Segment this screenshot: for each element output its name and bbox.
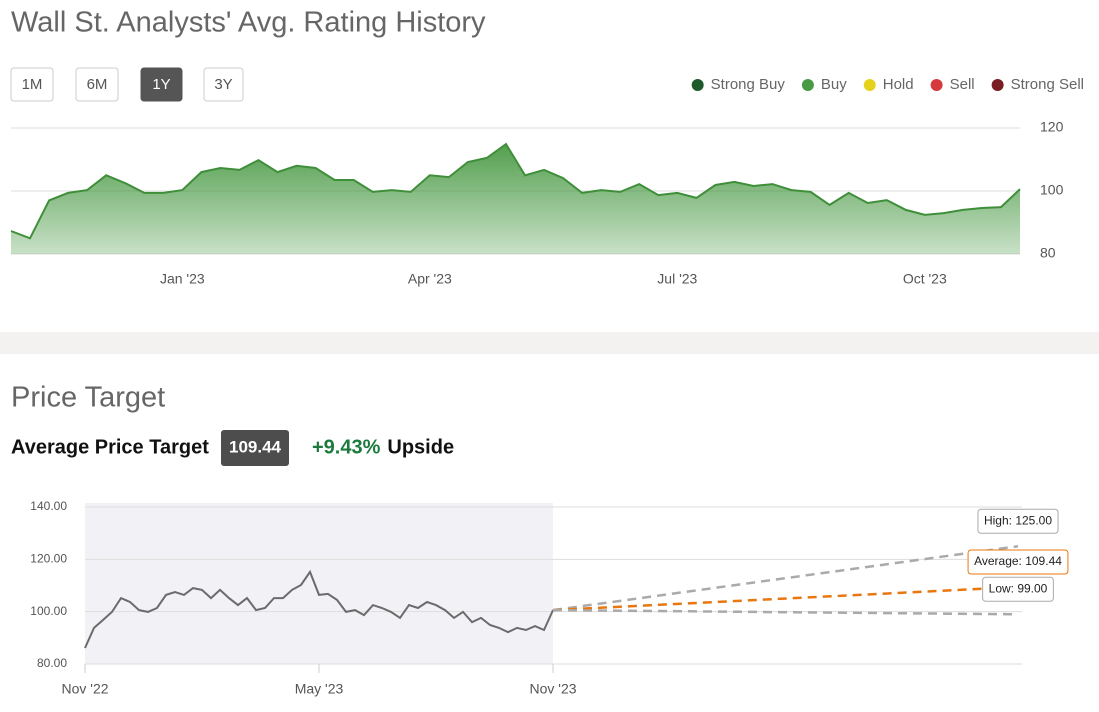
legend-swatch <box>691 79 704 91</box>
range-button[interactable] <box>140 67 183 102</box>
x-tick-label: Apr '23 <box>408 271 452 287</box>
range-button-label[interactable]: 1M <box>22 76 43 93</box>
target-label: High: 125.00 <box>984 513 1052 527</box>
avg-target-value: 109.44 <box>229 437 282 456</box>
rating-title: Wall St. Analysts' Avg. Rating History <box>11 7 486 39</box>
x-tick-label: Jul '23 <box>657 271 697 287</box>
section-divider <box>0 332 1099 354</box>
history-shade <box>85 503 553 664</box>
target-label-box <box>982 576 1054 602</box>
y-tick-label: 120.00 <box>30 552 67 566</box>
target-line <box>552 585 1019 612</box>
y-tick-label: 100 <box>1040 182 1064 198</box>
upside-value: +9.43% <box>312 436 381 458</box>
x-tick-label: May '23 <box>295 681 344 697</box>
legend-swatch <box>801 79 814 91</box>
y-tick-label: 100.00 <box>30 604 67 618</box>
rating-line <box>10 142 1021 240</box>
range-button[interactable] <box>75 67 119 102</box>
price-target-title: Price Target <box>11 382 165 414</box>
x-tick-label: Jan '23 <box>160 271 205 287</box>
legend-swatch <box>930 79 943 91</box>
avg-target-label: Average Price Target <box>11 436 209 458</box>
upside-label: Upside <box>387 436 454 458</box>
target-label: Low: 99.00 <box>989 581 1048 595</box>
legend-swatch <box>991 79 1004 91</box>
target-label-box <box>967 549 1069 575</box>
range-button-label[interactable]: 3Y <box>214 76 232 93</box>
range-button-label[interactable]: 6M <box>87 76 108 93</box>
target-line <box>552 545 1019 612</box>
target-label: Average: 109.44 <box>974 554 1062 568</box>
y-tick-label: 120 <box>1040 119 1064 135</box>
price-line <box>84 569 554 649</box>
y-tick-label: 80.00 <box>37 656 67 670</box>
legend-swatch <box>863 79 876 91</box>
x-tick-label: Nov '22 <box>61 681 108 697</box>
range-button-label[interactable]: 1Y <box>152 76 170 93</box>
rating-area <box>11 144 1020 254</box>
y-tick-label: 80 <box>1040 245 1056 261</box>
range-button[interactable] <box>10 67 54 102</box>
y-tick-label: 140.00 <box>30 499 67 513</box>
legend-label: Strong Buy <box>711 76 786 93</box>
x-tick-label: Oct '23 <box>903 271 947 287</box>
target-line <box>552 608 1019 616</box>
legend-label: Buy <box>821 76 847 93</box>
legend-label: Sell <box>950 76 975 93</box>
legend-label: Hold <box>883 76 914 93</box>
x-tick-label: Nov '23 <box>529 681 576 697</box>
target-label-box <box>977 508 1059 534</box>
legend-label: Strong Sell <box>1011 76 1084 93</box>
range-button[interactable] <box>203 67 244 102</box>
avg-target-badge <box>221 430 289 466</box>
